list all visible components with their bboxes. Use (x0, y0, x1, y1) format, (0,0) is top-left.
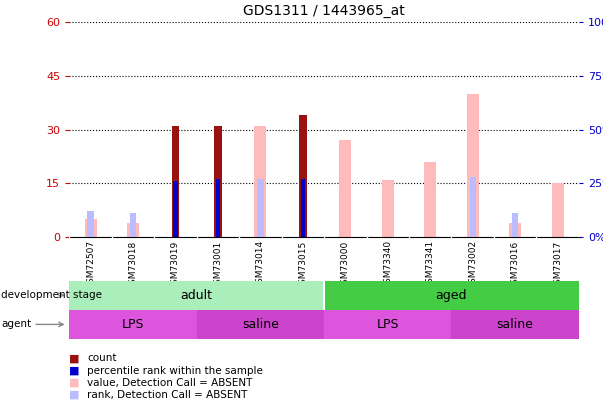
Bar (172, 126, 179, 237)
Text: ■: ■ (69, 390, 80, 400)
Bar (301, 179, 305, 237)
Text: percentile rank within the sample: percentile rank within the sample (87, 366, 264, 375)
Text: GSM73017: GSM73017 (553, 240, 562, 290)
Text: development stage: development stage (1, 290, 102, 300)
Text: GSM73002: GSM73002 (468, 240, 477, 290)
Text: LPS: LPS (122, 318, 144, 331)
Bar (425, 162, 436, 237)
Bar (130, 213, 136, 237)
Bar (84, 219, 96, 237)
Bar (87, 211, 93, 237)
Text: GSM73016: GSM73016 (511, 240, 520, 290)
Bar (299, 115, 307, 237)
Title: GDS1311 / 1443965_at: GDS1311 / 1443965_at (243, 4, 405, 19)
Text: rank, Detection Call = ABSENT: rank, Detection Call = ABSENT (87, 390, 248, 400)
Bar (382, 180, 394, 237)
Text: aged: aged (436, 289, 467, 302)
Bar (174, 181, 178, 237)
Bar (127, 223, 139, 237)
Text: saline: saline (497, 318, 534, 331)
Bar (254, 126, 267, 237)
Bar (512, 213, 519, 237)
Text: GSM73014: GSM73014 (256, 240, 265, 290)
Bar (510, 223, 521, 237)
Text: GSM73340: GSM73340 (384, 240, 393, 290)
Bar (257, 179, 264, 237)
Bar (467, 94, 479, 237)
Bar (69, 281, 324, 310)
Bar (216, 179, 220, 237)
Text: GSM73019: GSM73019 (171, 240, 180, 290)
Text: GSM73341: GSM73341 (426, 240, 435, 290)
Text: GSM73018: GSM73018 (128, 240, 137, 290)
Text: GSM73015: GSM73015 (298, 240, 308, 290)
Text: saline: saline (242, 318, 279, 331)
Bar (197, 310, 324, 339)
Text: ■: ■ (69, 378, 80, 388)
Text: adult: adult (181, 289, 213, 302)
Text: GSM73001: GSM73001 (213, 240, 223, 290)
Text: agent: agent (1, 320, 31, 329)
Text: GSM73000: GSM73000 (341, 240, 350, 290)
Text: value, Detection Call = ABSENT: value, Detection Call = ABSENT (87, 378, 253, 388)
Bar (452, 310, 579, 339)
Text: LPS: LPS (376, 318, 399, 331)
Bar (69, 310, 197, 339)
Text: ■: ■ (69, 354, 80, 363)
Text: GSM72507: GSM72507 (86, 240, 95, 290)
Bar (324, 281, 579, 310)
Bar (470, 177, 476, 237)
Text: count: count (87, 354, 117, 363)
Text: ■: ■ (69, 366, 80, 375)
Bar (339, 140, 352, 237)
Bar (324, 310, 452, 339)
Bar (214, 126, 222, 237)
Bar (552, 183, 564, 237)
